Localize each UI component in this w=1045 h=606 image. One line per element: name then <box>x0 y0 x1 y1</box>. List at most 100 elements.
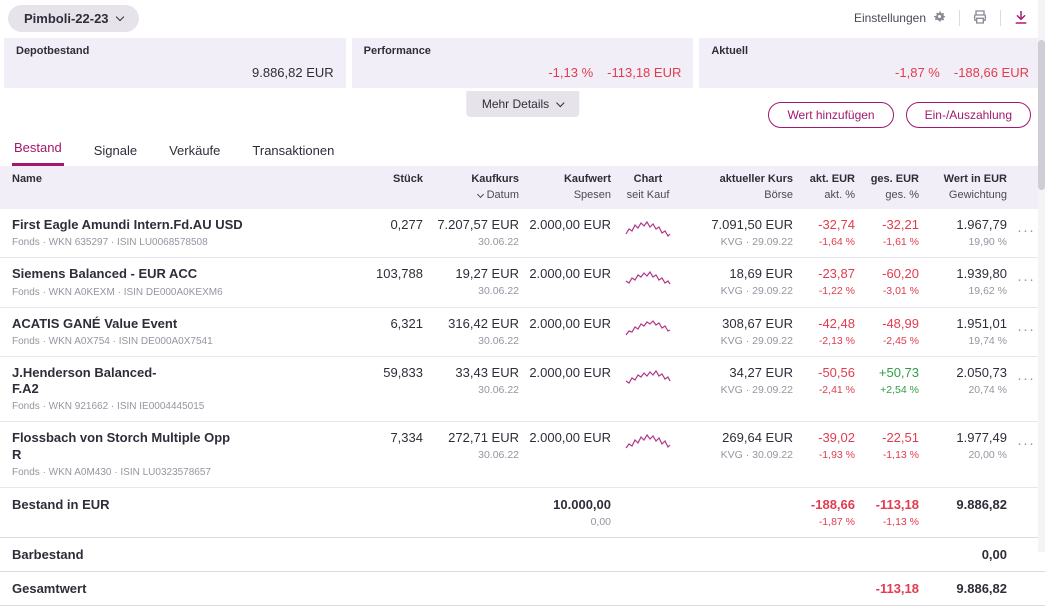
col-wert[interactable]: Wert in EUR <box>923 173 1007 185</box>
tab-signale[interactable]: Signale <box>92 137 139 166</box>
tab-bestand[interactable]: Bestand <box>12 134 64 166</box>
total-spesen: 0,00 <box>523 516 611 528</box>
divider <box>1000 10 1001 26</box>
fund-name[interactable]: Flossbach von Storch Multiple Opp R <box>12 430 353 463</box>
total-row-bestand: Bestand in EUR 10.000,000,00 -188,66-1,8… <box>0 488 1045 538</box>
total-akt-pct: -1,87 % <box>797 516 855 528</box>
add-value-button[interactable]: Wert hinzufügen <box>768 102 893 128</box>
kaufwert-value: 2.000,00 EUR <box>523 430 611 445</box>
table-row: ACATIS GANÉ Value Event Fonds · WKN A0X7… <box>0 308 1045 357</box>
col-akt-eur[interactable]: akt. EUR <box>797 173 855 185</box>
stueck-value: 6,321 <box>357 316 423 331</box>
sparkline-chart[interactable] <box>615 217 685 245</box>
col-kurs-sub[interactable]: Börse <box>685 189 793 201</box>
kaufwert-value: 2.000,00 EUR <box>523 266 611 281</box>
depot-card: Depotbestand 9.886,82 EUR <box>4 38 346 88</box>
mid-row: Mehr Details Wert hinzufügen Ein-/Auszah… <box>0 88 1045 134</box>
divider <box>959 10 960 26</box>
stueck-value: 7,334 <box>357 430 423 445</box>
akt-eur-value: -42,48 <box>797 316 855 331</box>
col-ges-eur[interactable]: ges. EUR <box>859 173 919 185</box>
col-gewichtung[interactable]: Gewichtung <box>923 189 1007 201</box>
sparkline-chart[interactable] <box>615 430 685 458</box>
total-ges-eur: -113,18 <box>859 497 919 512</box>
col-kaufwert[interactable]: Kaufwert <box>523 173 611 185</box>
ges-pct-value: -1,61 % <box>859 236 919 248</box>
kaufdatum: 30.06.22 <box>427 384 519 396</box>
performance-eur: -113,18 EUR <box>607 65 681 80</box>
performance-card: Performance -1,13 %-113,18 EUR <box>352 38 694 88</box>
total-akt-eur: -188,66 <box>797 497 855 512</box>
more-details-button[interactable]: Mehr Details <box>466 91 579 117</box>
table-row: J.Henderson Balanced- F.A2 Fonds · WKN 9… <box>0 357 1045 423</box>
top-bar: Pimboli-22-23 Einstellungen <box>0 0 1045 36</box>
col-kaufwert-sub[interactable]: Spesen <box>523 189 611 201</box>
total-ges-pct: -1,13 % <box>859 516 919 528</box>
gewichtung-value: 20,74 % <box>923 384 1007 396</box>
portfolio-name: Pimboli-22-23 <box>24 11 109 26</box>
vertical-scrollbar[interactable] <box>1038 0 1045 552</box>
chevron-down-icon <box>115 12 123 20</box>
fund-name[interactable]: First Eagle Amundi Intern.Fd.AU USD <box>12 217 353 233</box>
wert-value: 1.939,80 <box>923 266 1007 281</box>
boerse: KVG · 29.09.22 <box>685 236 793 248</box>
sparkline-chart[interactable] <box>615 365 685 393</box>
fund-meta: Fonds · WKN 635297 · ISIN LU0068578508 <box>12 237 353 248</box>
fund-name[interactable]: ACATIS GANÉ Value Event <box>12 316 353 332</box>
col-name[interactable]: Name <box>12 173 353 185</box>
col-akt-pct[interactable]: akt. % <box>797 189 855 201</box>
fund-name[interactable]: Siemens Balanced - EUR ACC <box>12 266 353 282</box>
depot-value: 9.886,82 EUR <box>16 65 334 80</box>
sparkline-chart[interactable] <box>615 316 685 344</box>
fund-name[interactable]: J.Henderson Balanced- F.A2 <box>12 365 353 398</box>
stueck-value: 0,277 <box>357 217 423 232</box>
total-row-barbestand: Barbestand 0,00 <box>0 538 1045 572</box>
boerse: KVG · 29.09.22 <box>685 335 793 347</box>
settings-label: Einstellungen <box>854 11 926 25</box>
ges-pct-value: -1,13 % <box>859 449 919 461</box>
col-stueck[interactable]: Stück <box>357 173 423 185</box>
gear-icon <box>932 9 947 27</box>
col-ges-pct[interactable]: ges. % <box>859 189 919 201</box>
tab-transaktionen[interactable]: Transaktionen <box>250 137 336 166</box>
tab-bar: Bestand Signale Verkäufe Transaktionen <box>0 134 1045 166</box>
chevron-down-icon <box>556 98 564 106</box>
kurs-value: 34,27 EUR <box>685 365 793 380</box>
gewichtung-value: 19,62 % <box>923 285 1007 297</box>
aktuell-card: Aktuell -1,87 %-188,66 EUR <box>699 38 1041 88</box>
table-row: Flossbach von Storch Multiple Opp R Fond… <box>0 422 1045 488</box>
print-button[interactable] <box>972 9 988 28</box>
stueck-value: 103,788 <box>357 266 423 281</box>
col-kurs[interactable]: aktueller Kurs <box>685 173 793 185</box>
kaufkurs-value: 316,42 EUR <box>427 316 519 331</box>
tab-verkaeufe[interactable]: Verkäufe <box>167 137 222 166</box>
gewichtung-value: 20,00 % <box>923 449 1007 461</box>
sparkline-chart[interactable] <box>615 266 685 294</box>
kaufdatum: 30.06.22 <box>427 449 519 461</box>
total-row-gesamtwert: Gesamtwert -113,18 9.886,82 <box>0 572 1045 606</box>
akt-pct-value: -1,93 % <box>797 449 855 461</box>
scrollbar-thumb[interactable] <box>1038 40 1045 190</box>
printer-icon <box>972 9 988 28</box>
wert-value: 1.977,49 <box>923 430 1007 445</box>
deposit-withdraw-button[interactable]: Ein-/Auszahlung <box>906 102 1031 128</box>
kurs-value: 269,64 EUR <box>685 430 793 445</box>
ges-pct-value: -2,45 % <box>859 335 919 347</box>
kaufdatum: 30.06.22 <box>427 236 519 248</box>
boerse: KVG · 29.09.22 <box>685 384 793 396</box>
kaufwert-value: 2.000,00 EUR <box>523 316 611 331</box>
barbestand-label: Barbestand <box>0 547 357 562</box>
col-kaufkurs-sub[interactable]: Datum <box>427 189 519 201</box>
ges-eur-value: +50,73 <box>859 365 919 380</box>
gesamt-ges-eur: -113,18 <box>859 581 919 596</box>
aktuell-label: Aktuell <box>711 45 1029 57</box>
kaufwert-value: 2.000,00 EUR <box>523 217 611 232</box>
aktuell-eur: -188,66 EUR <box>954 65 1029 80</box>
ges-pct-value: -3,01 % <box>859 285 919 297</box>
col-kaufkurs[interactable]: Kaufkurs <box>427 173 519 185</box>
download-button[interactable] <box>1013 9 1029 28</box>
gewichtung-value: 19,74 % <box>923 335 1007 347</box>
portfolio-selector[interactable]: Pimboli-22-23 <box>8 5 139 32</box>
settings-button[interactable]: Einstellungen <box>854 9 947 27</box>
fund-meta: Fonds · WKN A0KEXM · ISIN DE000A0KEXM6 <box>12 287 353 298</box>
